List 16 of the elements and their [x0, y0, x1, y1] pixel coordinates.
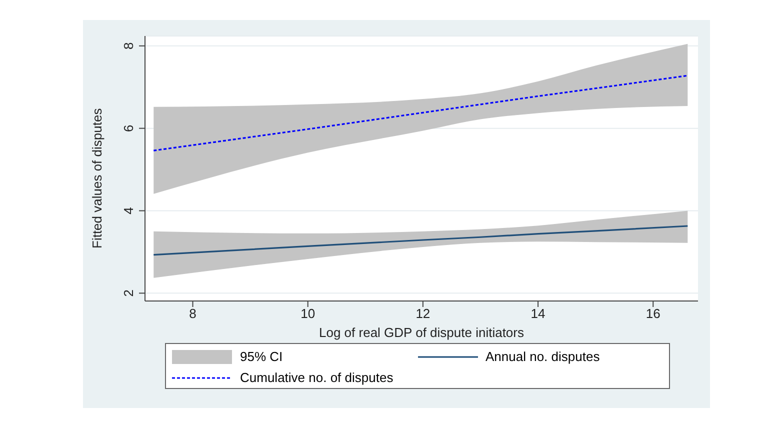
legend-label: Annual no. disputes: [486, 349, 600, 364]
y-tick-label: 2: [121, 290, 136, 297]
x-axis-title: Log of real GDP of dispute initiators: [319, 325, 524, 340]
y-tick-label: 6: [121, 124, 136, 132]
legend-label: Cumulative no. of disputes: [240, 370, 394, 385]
line-series: [152, 225, 688, 256]
text: 95% CI: [240, 349, 283, 364]
x-tick-label: 8: [189, 306, 196, 322]
x-tick-label: 14: [530, 306, 546, 322]
y-tick-label: 8: [121, 42, 136, 50]
x-tick-label: 12: [416, 306, 430, 322]
x-tick-label: 10: [300, 306, 316, 322]
line-series: [152, 74, 688, 152]
x-tick-label: 16: [646, 306, 660, 322]
y-tick-label: 4: [121, 207, 136, 214]
y-axis-title: Fitted values of disputes: [90, 108, 105, 248]
